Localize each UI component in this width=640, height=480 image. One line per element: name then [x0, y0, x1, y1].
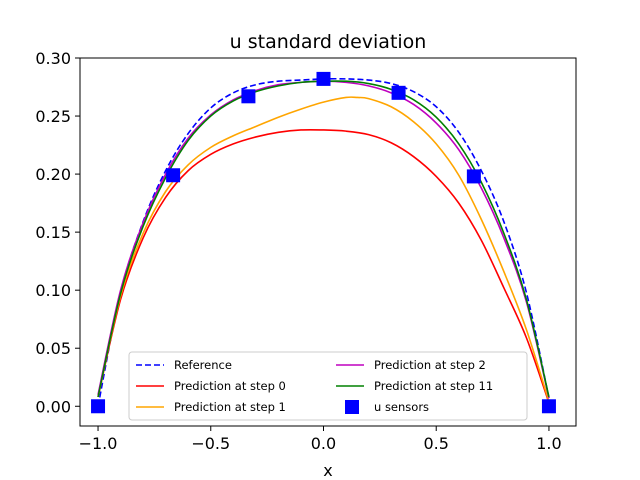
u-sensor-marker	[166, 168, 181, 183]
x-axis-label: x	[323, 461, 332, 480]
u-sensor-marker	[541, 399, 556, 414]
legend-item-prediction-at-step-11: Prediction at step 11	[336, 379, 493, 393]
legend-item-prediction-at-step-2: Prediction at step 2	[336, 358, 486, 372]
x-tick-label: 1.0	[536, 434, 561, 453]
y-tick-label: 0.15	[35, 223, 71, 242]
u-sensor-marker	[391, 85, 406, 100]
y-tick-label: 0.05	[35, 339, 71, 358]
legend-box	[128, 351, 528, 421]
series-line-prediction-at-step-1	[97, 96, 550, 402]
legend-item-reference: Reference	[136, 358, 232, 372]
marker-layer	[91, 71, 556, 414]
u-sensor-marker	[91, 399, 106, 414]
legend-label: u sensors	[374, 400, 429, 414]
x-tick-label: −1.0	[79, 434, 118, 453]
legend-label: Reference	[174, 358, 232, 372]
x-axis-ticks: −1.0 −0.5 0.0 0.5 1.0	[79, 426, 562, 453]
y-tick-label: 0.00	[35, 397, 71, 416]
legend-label: Prediction at step 11	[374, 379, 493, 393]
legend-swatch	[345, 400, 359, 414]
legend-item-u-sensors: u sensors	[345, 400, 429, 414]
legend-label: Prediction at step 2	[374, 358, 486, 372]
x-tick-label: 0.0	[311, 434, 336, 453]
y-tick-label: 0.30	[35, 49, 71, 68]
u-sensor-marker	[241, 89, 256, 104]
y-tick-label: 0.10	[35, 281, 71, 300]
legend-label: Prediction at step 1	[174, 400, 286, 414]
y-axis-ticks: 0.00 0.05 0.10 0.15 0.20 0.25 0.30	[35, 49, 80, 416]
legend: Reference Prediction at step 0 Prediction …	[128, 351, 528, 421]
x-tick-label: 0.5	[423, 434, 448, 453]
series-line-prediction-at-step-0	[97, 128, 550, 404]
chart-title: u standard deviation	[230, 31, 427, 53]
plot-frame	[79, 57, 577, 427]
legend-label: Prediction at step 0	[174, 379, 286, 393]
u-sensor-marker	[466, 169, 481, 184]
y-tick-label: 0.25	[35, 107, 71, 126]
y-tick-label: 0.20	[35, 165, 71, 184]
legend-item-prediction-at-step-0: Prediction at step 0	[136, 379, 286, 393]
legend-item-prediction-at-step-1: Prediction at step 1	[136, 400, 286, 414]
x-tick-label: −0.5	[191, 434, 230, 453]
u-sensor-marker	[316, 71, 331, 86]
